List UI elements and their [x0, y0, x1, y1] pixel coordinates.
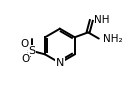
Text: N: N: [56, 58, 64, 68]
Text: NH₂: NH₂: [103, 34, 122, 44]
Text: O: O: [21, 54, 30, 64]
Text: NH: NH: [94, 15, 110, 26]
Text: S: S: [29, 46, 36, 56]
Text: O: O: [20, 39, 28, 49]
